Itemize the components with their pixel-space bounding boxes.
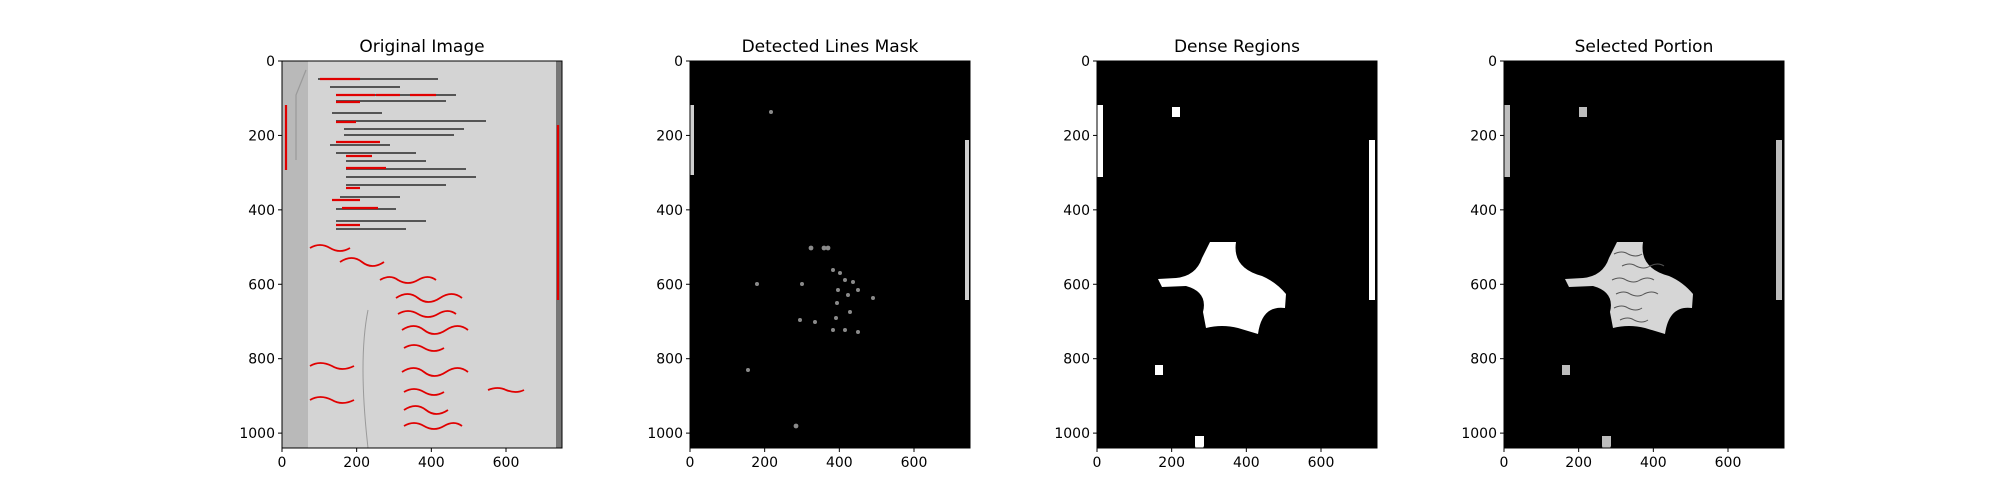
image-area xyxy=(1504,61,1784,448)
y-tick-label: 1000 xyxy=(647,426,683,442)
frame xyxy=(1503,60,1785,449)
frame xyxy=(689,60,971,449)
mask-content xyxy=(690,105,969,429)
y-tick-label: 400 xyxy=(248,203,275,219)
y-tick-label: 400 xyxy=(1470,203,1497,219)
x-ticks: 0 200 400 600 xyxy=(1093,448,1335,471)
x-tick-label: 0 xyxy=(1093,455,1102,471)
y-tick-label: 1000 xyxy=(1054,426,1090,442)
y-tick-label: 600 xyxy=(248,277,275,293)
y-tick-label: 200 xyxy=(656,128,683,144)
x-tick-label: 600 xyxy=(493,455,520,471)
panel-selected-portion: Selected Portion 0 200 400 600 0 200 400 600 80… xyxy=(1461,37,1785,471)
dense-content xyxy=(1097,105,1375,448)
frame xyxy=(1096,60,1378,449)
selected-content xyxy=(1504,105,1782,448)
selected-rect-right xyxy=(1776,140,1782,300)
panel-title: Selected Portion xyxy=(1575,37,1714,57)
x-ticks: 0 200 400 600 xyxy=(686,448,928,471)
selected-rect-left xyxy=(1504,105,1510,177)
x-tick-label: 200 xyxy=(343,455,370,471)
y-tick-label: 200 xyxy=(1470,128,1497,144)
x-tick-label: 400 xyxy=(826,455,853,471)
x-ticks: 0 200 400 600 xyxy=(278,448,520,471)
selected-tip xyxy=(1602,436,1611,448)
dense-rect-right xyxy=(1369,140,1375,300)
y-tick-label: 1000 xyxy=(1461,426,1497,442)
y-tick-label: 200 xyxy=(1063,128,1090,144)
y-tick-label: 0 xyxy=(1488,54,1497,70)
y-tick-label: 600 xyxy=(1063,277,1090,293)
dense-square-top xyxy=(1172,107,1180,117)
y-tick-label: 800 xyxy=(1063,352,1090,368)
selected-blob xyxy=(1565,242,1693,334)
panel-dense-regions: Dense Regions 0 200 400 600 0 200 400 600 800 10… xyxy=(1054,37,1378,471)
x-tick-label: 400 xyxy=(418,455,445,471)
x-tick-label: 0 xyxy=(278,455,287,471)
y-tick-label: 0 xyxy=(266,54,275,70)
x-tick-label: 600 xyxy=(1308,455,1335,471)
dense-blob xyxy=(1158,242,1286,334)
image-area xyxy=(690,61,970,448)
y-ticks: 0 200 400 600 800 1000 xyxy=(1461,54,1504,442)
panel-detected-lines-mask: Detected Lines Mask xyxy=(647,37,971,471)
y-tick-label: 200 xyxy=(248,128,275,144)
y-ticks: 0 200 400 600 800 1000 xyxy=(1054,54,1097,442)
y-tick-label: 400 xyxy=(656,203,683,219)
red-handwriting-contours xyxy=(309,244,525,430)
y-tick-label: 600 xyxy=(656,277,683,293)
document-content xyxy=(282,61,562,448)
selected-handwriting xyxy=(1611,251,1665,323)
page-curve xyxy=(295,69,307,160)
page-fold xyxy=(362,309,369,448)
red-contour-marks xyxy=(284,77,560,300)
y-tick-label: 800 xyxy=(248,352,275,368)
frame xyxy=(281,60,563,449)
selected-square-bottom xyxy=(1562,365,1570,375)
panel-title: Original Image xyxy=(359,37,484,57)
y-ticks: 0 200 400 600 800 1000 xyxy=(239,54,282,442)
y-tick-label: 600 xyxy=(1470,277,1497,293)
image-area xyxy=(1097,61,1377,448)
mask-line-right xyxy=(965,140,969,300)
image-area xyxy=(282,61,562,448)
panel-original-image: Original Image xyxy=(239,37,563,471)
x-tick-label: 0 xyxy=(686,455,695,471)
y-tick-label: 800 xyxy=(656,352,683,368)
mask-line-left xyxy=(690,105,694,175)
y-ticks: 0 200 400 600 800 1000 xyxy=(647,54,690,442)
y-tick-label: 0 xyxy=(1081,54,1090,70)
x-tick-label: 600 xyxy=(1715,455,1742,471)
dense-tip xyxy=(1195,436,1204,448)
x-tick-label: 200 xyxy=(1158,455,1185,471)
x-tick-label: 400 xyxy=(1233,455,1260,471)
dense-square-bottom xyxy=(1155,365,1163,375)
panel-title: Dense Regions xyxy=(1174,37,1300,57)
panel-title: Detected Lines Mask xyxy=(742,37,919,57)
x-tick-label: 200 xyxy=(751,455,778,471)
y-tick-label: 800 xyxy=(1470,352,1497,368)
dense-rect-left xyxy=(1097,105,1103,177)
y-tick-label: 400 xyxy=(1063,203,1090,219)
y-tick-label: 0 xyxy=(674,54,683,70)
x-tick-label: 0 xyxy=(1500,455,1509,471)
x-tick-label: 600 xyxy=(901,455,928,471)
x-tick-label: 400 xyxy=(1640,455,1667,471)
x-tick-label: 200 xyxy=(1565,455,1592,471)
x-ticks: 0 200 400 600 xyxy=(1500,448,1742,471)
y-tick-label: 1000 xyxy=(239,426,275,442)
selected-square-top xyxy=(1579,107,1587,117)
